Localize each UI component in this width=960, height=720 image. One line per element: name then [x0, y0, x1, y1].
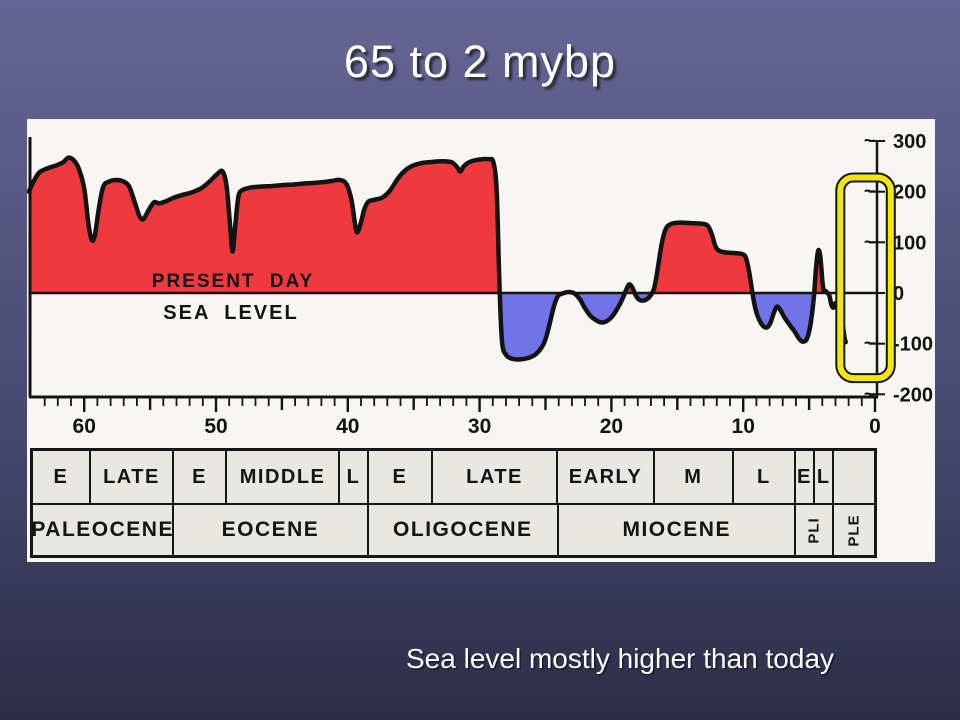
scale-tick-label: 300 [893, 131, 926, 153]
x-tick-label: 60 [73, 415, 96, 438]
cell-label: LATE [103, 465, 160, 488]
cell-label: L [756, 465, 771, 488]
subepoch-cell: E [796, 451, 816, 504]
subepoch-cell: LATE [91, 451, 174, 504]
epoch-cell: PALEOCENE [33, 505, 175, 555]
scale-tick-label: 0 [893, 283, 904, 305]
x-tick-label: 30 [468, 415, 491, 438]
epoch-row: PALEOCENE EOCENE OLIGOCENE MIOCENE PLI PLE [33, 505, 874, 555]
sea-level-figure: PRESENT DAY SEA LEVEL 60 50 40 30 20 10 0 300 2… [27, 119, 935, 562]
sea-level-curve [27, 155, 848, 362]
sea-level-plot: PRESENT DAY SEA LEVEL 60 50 40 30 20 10 0 3002… [27, 131, 933, 438]
subepoch-cell: M [655, 451, 734, 504]
subepoch-cell [834, 451, 874, 503]
slide-title: 65 to 2 mybp [343, 36, 617, 87]
sea-level-label: SEA LEVEL [163, 302, 298, 324]
cell-label: MIDDLE [239, 465, 326, 488]
cell-label: LATE [466, 465, 523, 488]
scale-tilde-mark: ~ [864, 232, 875, 253]
scale-tilde-mark: ~ [864, 384, 875, 405]
scale-tick-label: 100 [893, 232, 926, 254]
scale-tilde-mark: ~ [864, 182, 875, 203]
subepoch-cell: LATE [433, 451, 559, 504]
epoch-cell: PLI [796, 505, 834, 555]
right-elevation-scale: 300 200 100 0 -100 -200 ~ ~ ~ ~ ~ [864, 131, 933, 406]
cell-label: EOCENE [221, 518, 320, 542]
cell-label: PALEOCENE [33, 518, 174, 542]
cell-label: OLIGOCENE [393, 518, 533, 542]
x-tick-label: 20 [600, 415, 623, 438]
subepoch-cell: E [33, 451, 91, 504]
cell-label: L [816, 465, 831, 488]
above-sea-level-area [28, 157, 828, 293]
subepoch-cell: EARLY [558, 451, 655, 504]
subepoch-cell: L [734, 451, 796, 504]
cell-label: E [192, 465, 207, 488]
axes: 60 50 40 30 20 10 0 [28, 137, 881, 438]
cell-label: PLE [845, 514, 863, 547]
timescale-table: E LATE E MIDDLE L E LATE EARLY M L E L PALEOCENE EOC… [30, 448, 877, 558]
scale-tick-label: -200 [893, 384, 933, 406]
epoch-cell: PLE [834, 505, 874, 555]
cell-label: E [53, 465, 69, 488]
scale-tilde-mark: ~ [864, 334, 875, 355]
subepoch-cell: E [369, 451, 433, 504]
scale-tick-label: 200 [893, 182, 926, 204]
cell-label: E [392, 465, 408, 488]
epoch-cell: OLIGOCENE [369, 505, 559, 555]
cell-label: EARLY [568, 465, 643, 488]
scale-tilde-mark: ~ [864, 131, 875, 152]
subepoch-cell: L [340, 451, 370, 504]
slide-caption: Sea level mostly higher than today [406, 643, 835, 674]
present-day-label: PRESENT DAY [152, 271, 314, 292]
sea-level-areas [28, 157, 828, 360]
cell-label: PLI [805, 516, 823, 544]
x-tick-label: 50 [204, 415, 227, 438]
epoch-cell: MIOCENE [559, 505, 797, 555]
x-tick-label: 40 [336, 415, 359, 438]
cell-label: L [346, 465, 361, 488]
highlight-box [835, 172, 896, 384]
subepoch-cell: E [174, 451, 228, 504]
epoch-cell: EOCENE [174, 505, 369, 555]
cell-label: E [797, 465, 812, 488]
cell-label: M [684, 465, 703, 488]
cell-label: MIOCENE [622, 518, 731, 542]
subepoch-cell: L [815, 451, 835, 504]
scale-tick-label: -100 [893, 334, 933, 356]
subepoch-row: E LATE E MIDDLE L E LATE EARLY M L E L [33, 451, 874, 506]
x-tick-label: 10 [732, 415, 755, 438]
highlight-marker [837, 174, 894, 382]
x-tick-label: 0 [869, 415, 881, 438]
subepoch-cell: MIDDLE [227, 451, 341, 504]
